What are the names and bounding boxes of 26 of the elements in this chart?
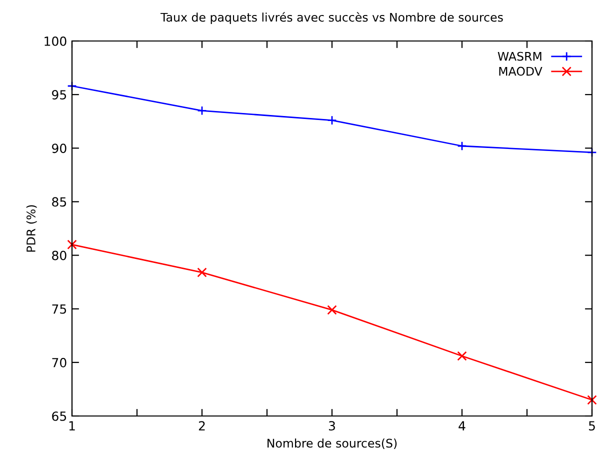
y-tick-label: 85 bbox=[52, 197, 66, 207]
y-tick-label: 70 bbox=[52, 358, 66, 368]
point bbox=[197, 268, 207, 278]
y-tick-label: 75 bbox=[52, 304, 66, 314]
x-tick-label: 3 bbox=[328, 421, 335, 431]
x-tick-label: 4 bbox=[458, 421, 466, 430]
x-tick-label: 5 bbox=[588, 421, 595, 431]
point bbox=[457, 141, 467, 151]
point bbox=[327, 305, 337, 315]
y-tick-label: 65 bbox=[52, 411, 66, 421]
point bbox=[587, 395, 597, 405]
legend-label: MAODV bbox=[499, 66, 542, 76]
y-tick-label: 100 bbox=[44, 36, 66, 46]
point bbox=[67, 240, 77, 250]
point bbox=[197, 106, 207, 116]
y-tick-label: 90 bbox=[52, 144, 66, 154]
y-axis-title: PDR (%) bbox=[26, 205, 37, 252]
y-tick-label: 80 bbox=[52, 250, 66, 260]
x-tick-label: 1 bbox=[69, 421, 75, 430]
chart-title: Taux de paquets livrés avec succès vs Nombre de sources bbox=[160, 12, 503, 24]
legend-label: WASRM bbox=[498, 52, 542, 61]
point bbox=[327, 115, 337, 126]
x-axis-title: Nombre de sources(S) bbox=[268, 438, 397, 450]
y-tick-label: 95 bbox=[52, 90, 66, 100]
point bbox=[457, 351, 467, 361]
x-tick-label: 2 bbox=[198, 421, 205, 430]
